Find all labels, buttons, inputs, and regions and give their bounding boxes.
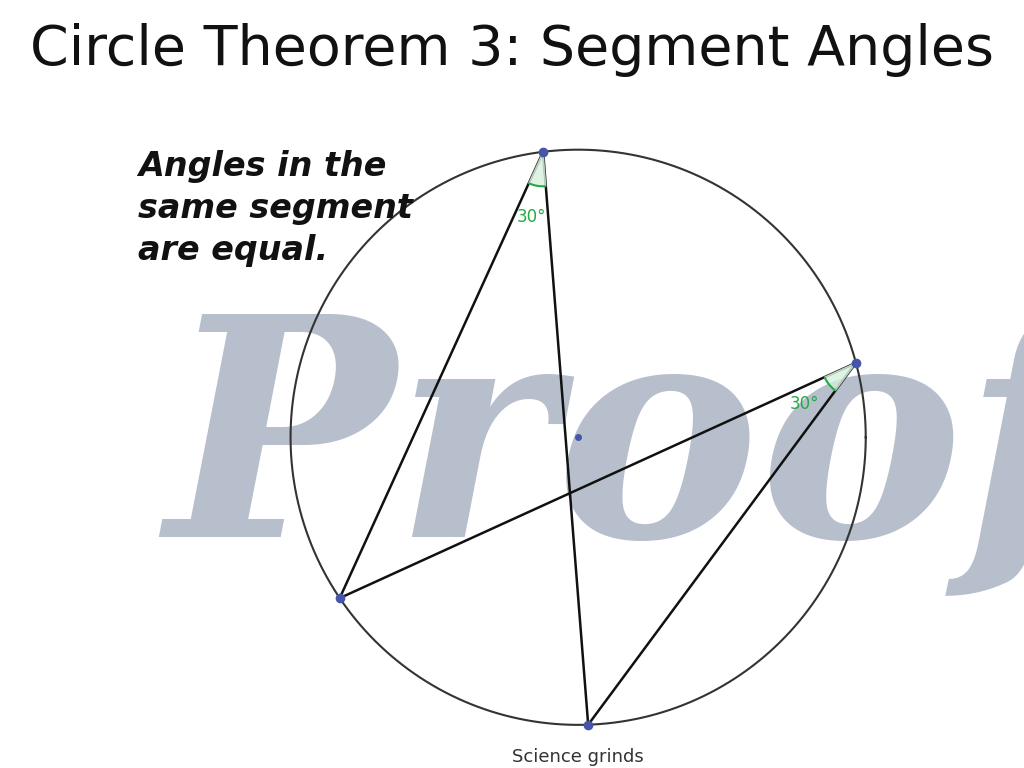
Text: Circle Theorem 3: Segment Angles: Circle Theorem 3: Segment Angles [30, 23, 994, 77]
Text: 30°: 30° [790, 396, 819, 413]
Polygon shape [528, 152, 546, 187]
Text: Angles in the
same segment
are equal.: Angles in the same segment are equal. [138, 150, 413, 266]
Text: Proof: Proof [165, 304, 1024, 599]
Text: Science grinds: Science grinds [512, 748, 644, 766]
Polygon shape [824, 362, 856, 391]
Text: 30°: 30° [517, 208, 547, 226]
